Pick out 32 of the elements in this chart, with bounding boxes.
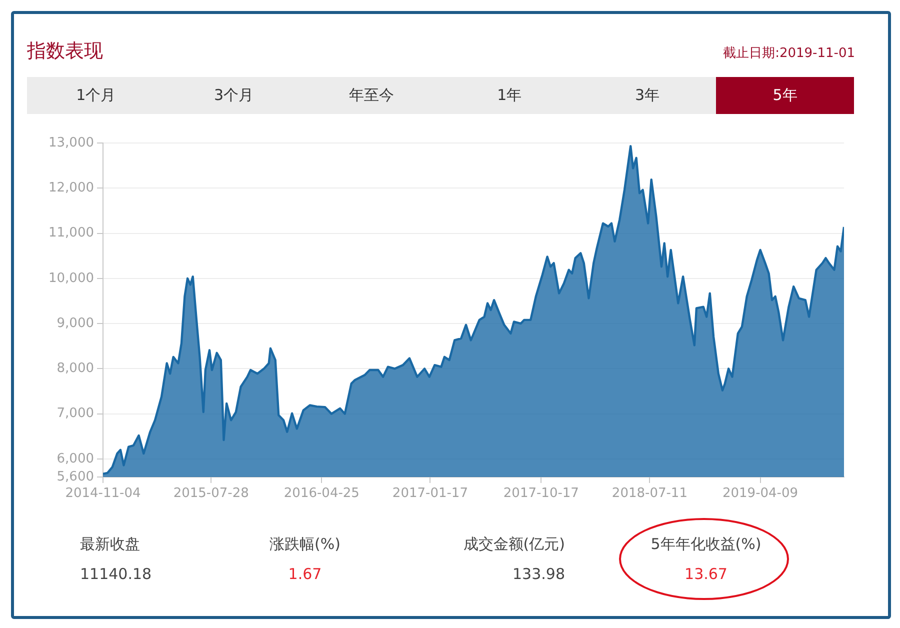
text: 3年 xyxy=(634,85,660,106)
text: 3个月 xyxy=(212,85,255,106)
text: 最新收盘 xyxy=(80,535,140,554)
x-tick-label: 2018-07-11 xyxy=(612,486,688,502)
text: 截止日期:2019-11-01 xyxy=(723,45,855,62)
text: 11140.18 xyxy=(80,565,152,583)
y-tick-label: 8,000 xyxy=(56,361,94,376)
y-tick-label: 13,000 xyxy=(48,135,94,150)
x-tick-label: 2014-11-04 xyxy=(65,486,141,502)
y-tick-label: 12,000 xyxy=(48,180,94,196)
x-tick-label: 2017-10-17 xyxy=(503,486,579,502)
y-tick-label: 6,000 xyxy=(56,451,94,466)
text: 5年 xyxy=(716,77,854,114)
text: 年至今 xyxy=(348,85,396,106)
text: 1年 xyxy=(496,85,523,106)
text: 1个月 xyxy=(75,85,117,106)
y-tick-label: 10,000 xyxy=(48,270,94,286)
text: 5年年化收益(%) xyxy=(650,535,762,554)
y-tick-label: 9,000 xyxy=(56,316,94,331)
text: 成交金额(亿元) xyxy=(463,535,565,554)
x-tick-label: 2019-04-09 xyxy=(722,486,798,502)
text: 涨跌幅(%) xyxy=(270,535,340,554)
text: 133.98 xyxy=(512,565,565,583)
x-tick-label: 2015-07-28 xyxy=(173,486,249,502)
x-tick-label: 2016-04-25 xyxy=(284,486,360,502)
y-tick-label: 5,600 xyxy=(56,469,94,484)
text: 13.67 xyxy=(684,565,728,583)
text: 1.67 xyxy=(288,565,322,583)
y-tick-label: 7,000 xyxy=(56,406,94,422)
x-tick-label: 2017-01-17 xyxy=(392,486,468,502)
chart-title: 指数表现 xyxy=(27,39,103,64)
y-tick-label: 11,000 xyxy=(48,226,94,241)
